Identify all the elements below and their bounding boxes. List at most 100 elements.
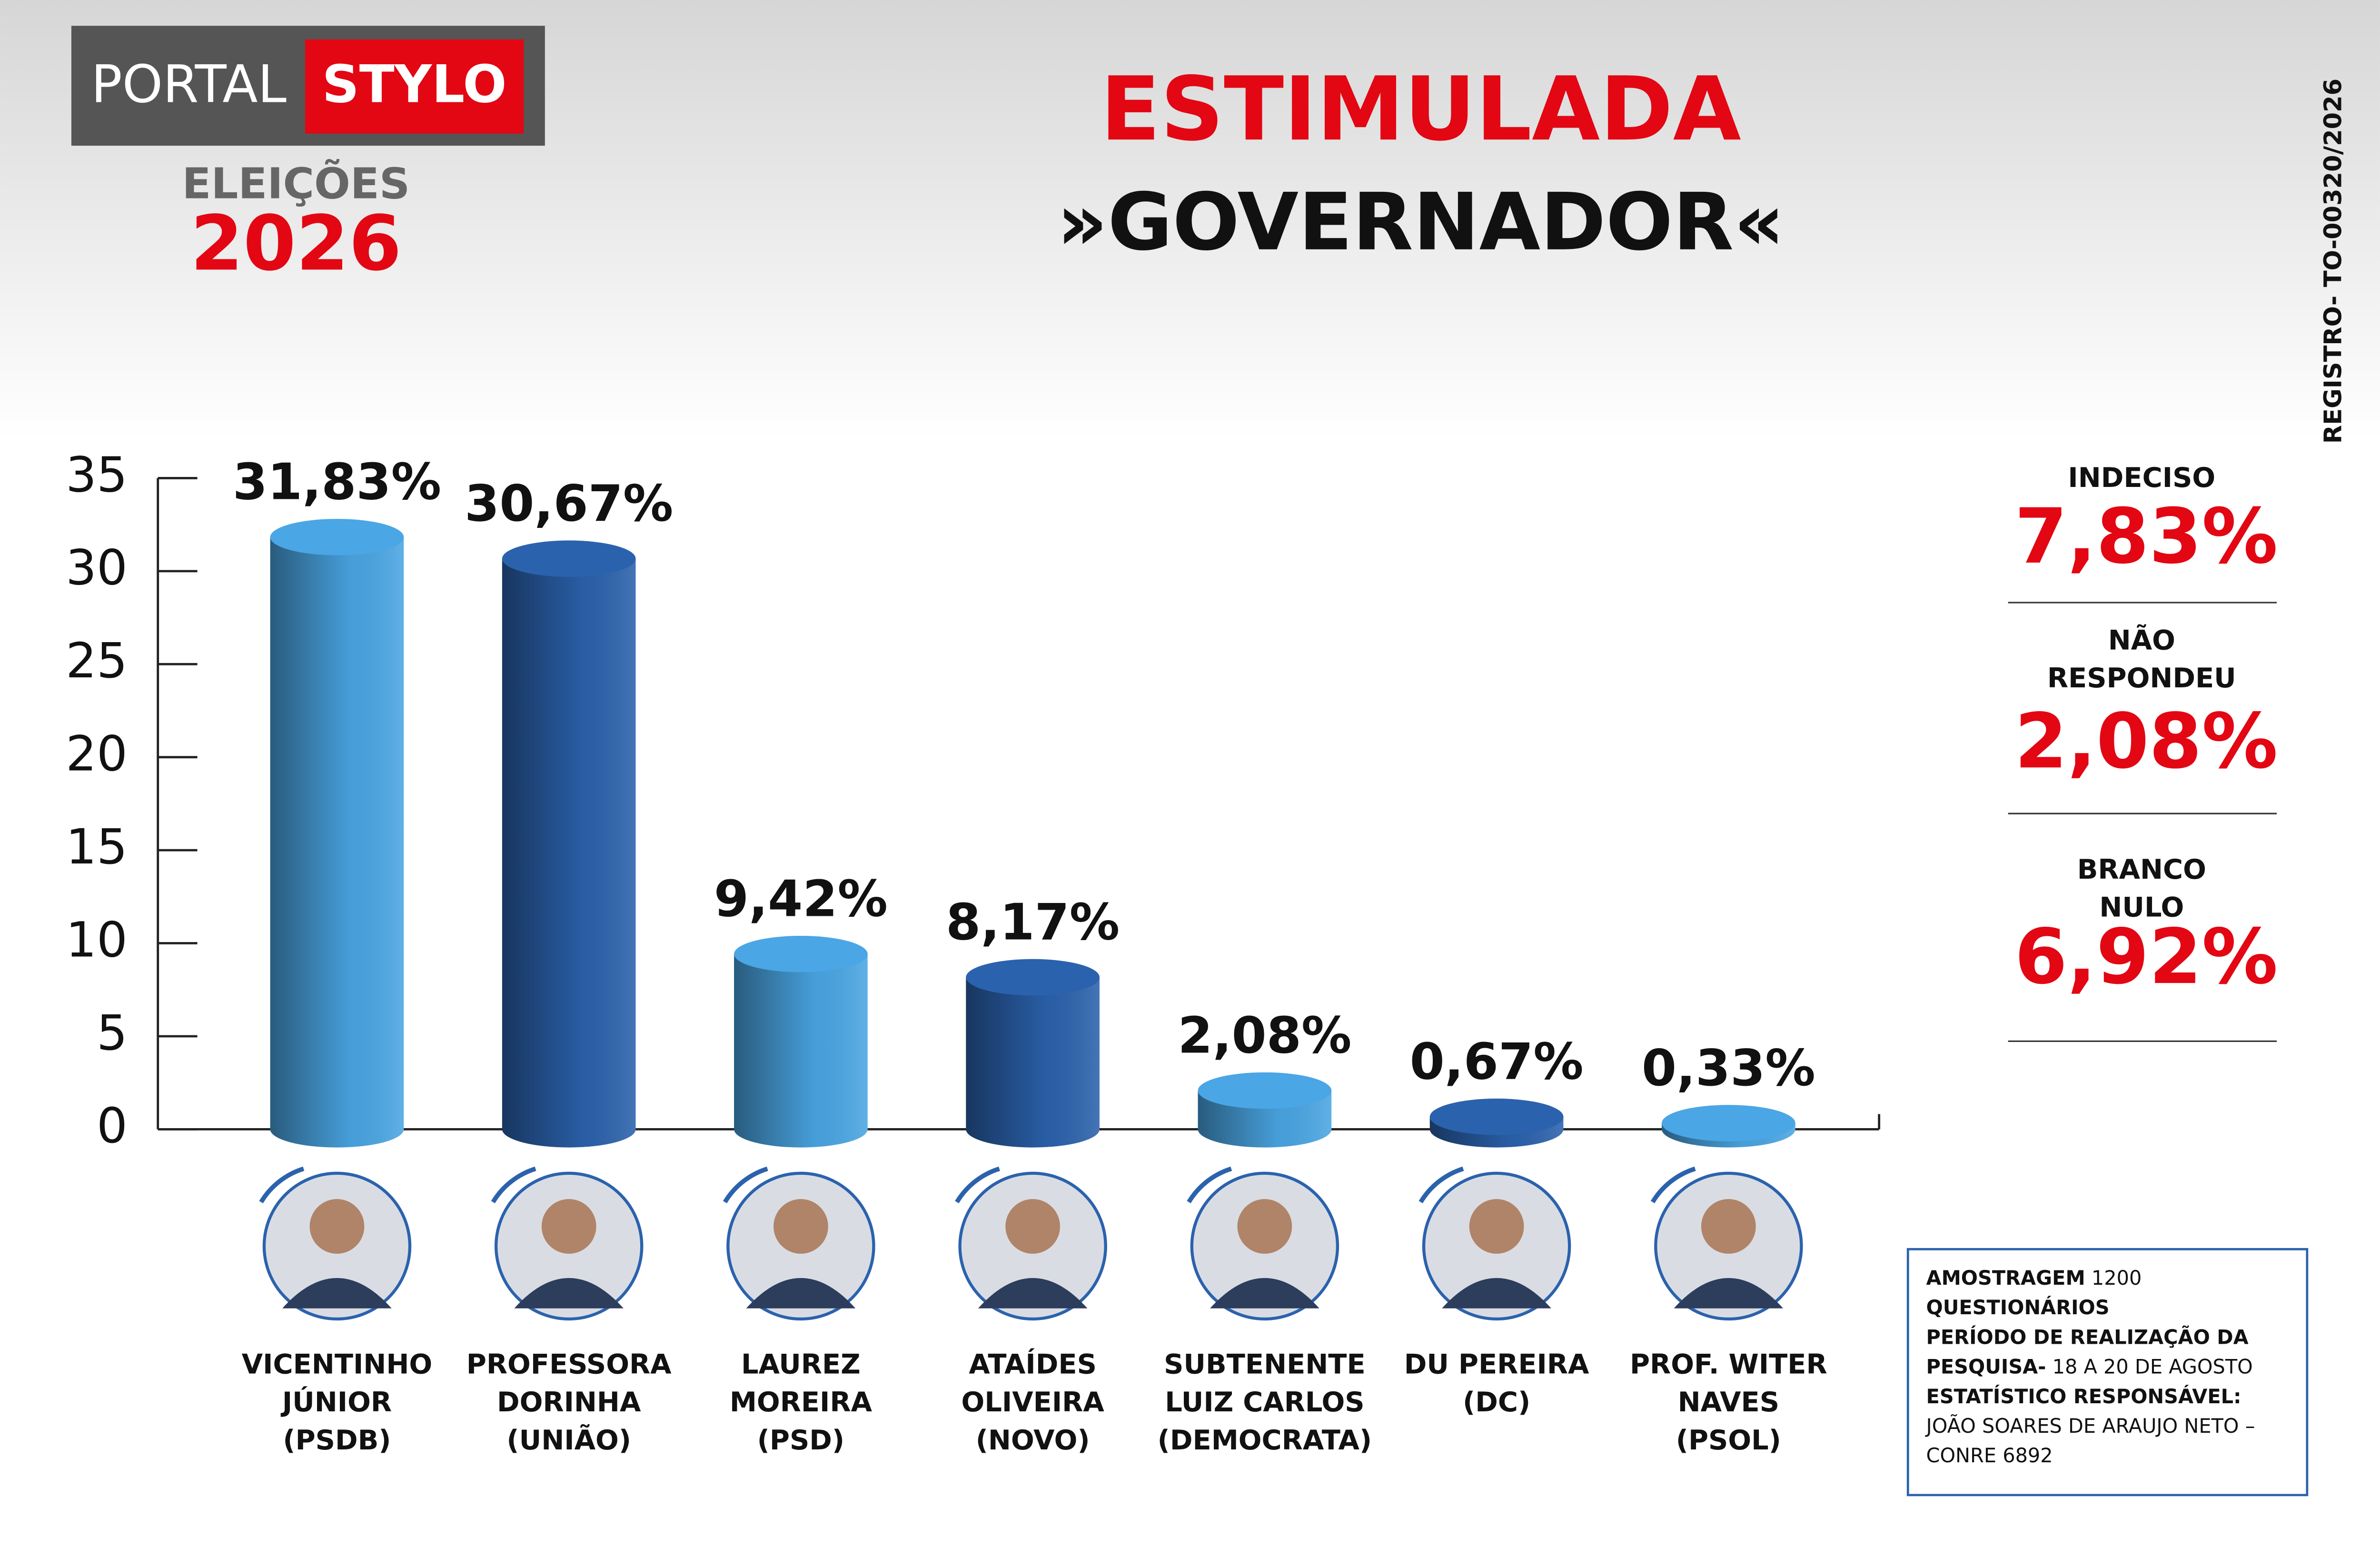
value-label: 9,42% xyxy=(714,870,888,928)
y-tick-label: 25 xyxy=(66,633,128,689)
elections-label: ELEIÇÕES xyxy=(182,159,410,209)
x-tick-label: PROFESSORA xyxy=(466,1348,672,1380)
bar-shade xyxy=(734,954,868,1148)
note-line: ESTATÍSTICO RESPONSÁVEL: xyxy=(1926,1385,2241,1408)
y-tick-label: 30 xyxy=(66,540,128,596)
photo-head xyxy=(309,1199,365,1254)
x-tick-label: (PSOL) xyxy=(1676,1424,1781,1456)
bar-shade xyxy=(502,558,636,1148)
x-tick-label: (DC) xyxy=(1463,1386,1530,1418)
photo-arc xyxy=(1650,1166,1696,1203)
note-line: QUESTIONÁRIOS xyxy=(1926,1296,2110,1319)
y-tick-label: 20 xyxy=(66,726,128,783)
value-label: 8,17% xyxy=(946,893,1120,951)
elections-year: 2026 xyxy=(190,199,402,288)
x-tick-label: (PSD) xyxy=(757,1424,844,1456)
photo-body xyxy=(514,1278,624,1309)
x-tick-label: VICENTINHO xyxy=(242,1348,432,1380)
photo-body xyxy=(978,1278,1088,1309)
y-tick-label: 35 xyxy=(66,446,128,503)
summary-label: NULO xyxy=(2099,892,2184,923)
note-text: JOÃO SOARES DE ARAUJO NETO – xyxy=(1925,1415,2255,1438)
x-tick-label: SUBTENENTE xyxy=(1164,1348,1366,1380)
value-label: 30,67% xyxy=(465,474,673,533)
note-line: PESQUISA- 18 A 20 DE AGOSTO xyxy=(1926,1356,2253,1379)
x-tick-label: LUIZ CARLOS xyxy=(1165,1386,1364,1418)
bar-top xyxy=(270,519,404,555)
photo-head xyxy=(1469,1199,1524,1254)
photo-arc xyxy=(723,1166,768,1203)
chart-title: ESTIMULADA xyxy=(1101,58,1741,160)
logo-left: PORTAL xyxy=(91,54,287,115)
bar xyxy=(1662,1105,1795,1148)
summary-label: INDECISO xyxy=(2068,462,2215,494)
x-tick-label: OLIVEIRA xyxy=(962,1386,1105,1418)
x-tick-label: (UNIÃO) xyxy=(506,1424,631,1456)
x-tick-label: ATAÍDES xyxy=(969,1348,1097,1380)
bar xyxy=(1429,1098,1564,1148)
bar xyxy=(270,519,404,1148)
x-tick-label: PROF. WITER xyxy=(1630,1348,1827,1380)
bar xyxy=(966,959,1100,1148)
photo-body xyxy=(282,1278,392,1309)
summary-value: 2,08% xyxy=(2014,697,2278,785)
note-text: AMOSTRAGEM xyxy=(1926,1267,2085,1289)
x-tick-label: MOREIRA xyxy=(730,1386,873,1418)
note-text: CONRE 6892 xyxy=(1926,1444,2053,1467)
logo-right: STYLO xyxy=(322,54,507,115)
y-tick-label: 0 xyxy=(97,1098,128,1154)
photo-arc xyxy=(259,1166,305,1203)
photo-arc xyxy=(955,1166,1000,1203)
summary-label: NÃO xyxy=(2108,624,2175,656)
bar-top xyxy=(1662,1105,1795,1141)
photo-head xyxy=(541,1199,596,1254)
bar-shade xyxy=(270,537,404,1148)
x-tick-label: LAUREZ xyxy=(741,1348,861,1380)
y-tick-label: 10 xyxy=(66,912,128,968)
note-line: PERÍODO DE REALIZAÇÃO DA xyxy=(1926,1325,2249,1349)
bar-top xyxy=(502,540,636,577)
summary-value: 7,83% xyxy=(2014,492,2278,581)
logo-red xyxy=(305,39,524,134)
summary-label: BRANCO xyxy=(2077,853,2206,885)
x-tick-label: DU PEREIRA xyxy=(1404,1348,1589,1380)
x-tick-label: NAVES xyxy=(1678,1386,1779,1418)
note-line: CONRE 6892 xyxy=(1926,1444,2053,1467)
note-text: ESTATÍSTICO RESPONSÁVEL: xyxy=(1926,1385,2241,1408)
bar-top xyxy=(734,935,868,972)
note-text: 1200 xyxy=(2085,1267,2142,1289)
bar-top xyxy=(966,959,1100,996)
value-label: 0,67% xyxy=(1410,1032,1584,1091)
note-text: 18 A 20 DE AGOSTO xyxy=(2046,1356,2252,1379)
note-line: AMOSTRAGEM 1200 xyxy=(1926,1267,2142,1289)
value-label: 0,33% xyxy=(1642,1039,1815,1097)
y-tick-label: 15 xyxy=(66,819,128,875)
photo-arc xyxy=(1418,1166,1464,1203)
bar-shade xyxy=(966,977,1100,1148)
photo-head xyxy=(774,1199,828,1254)
bar xyxy=(734,935,868,1148)
bar xyxy=(1198,1072,1332,1148)
photo-body xyxy=(1210,1278,1319,1309)
summary-value: 6,92% xyxy=(2014,912,2278,1001)
summary-label: RESPONDEU xyxy=(2047,662,2236,694)
note-line: JOÃO SOARES DE ARAUJO NETO – xyxy=(1925,1415,2255,1438)
note-text: PERÍODO DE REALIZAÇÃO DA xyxy=(1926,1325,2249,1349)
note-text: PESQUISA- xyxy=(1926,1356,2046,1379)
bar-top xyxy=(1429,1098,1564,1135)
x-tick-label: (NOVO) xyxy=(976,1424,1090,1456)
x-tick-label: (DEMOCRATA) xyxy=(1158,1424,1372,1456)
chart-subtitle: »GOVERNADOR« xyxy=(1057,177,1785,268)
photo-head xyxy=(1237,1199,1292,1254)
bar-top xyxy=(1198,1072,1332,1109)
note-box xyxy=(1906,1248,2309,1497)
x-tick-label: (PSDB) xyxy=(283,1424,391,1456)
x-tick-label: JÚNIOR xyxy=(280,1386,392,1418)
value-label: 31,83% xyxy=(233,453,441,511)
photo-head xyxy=(1701,1199,1756,1254)
photo-arc xyxy=(1187,1166,1232,1203)
bar xyxy=(502,540,636,1148)
photo-body xyxy=(1674,1278,1784,1309)
